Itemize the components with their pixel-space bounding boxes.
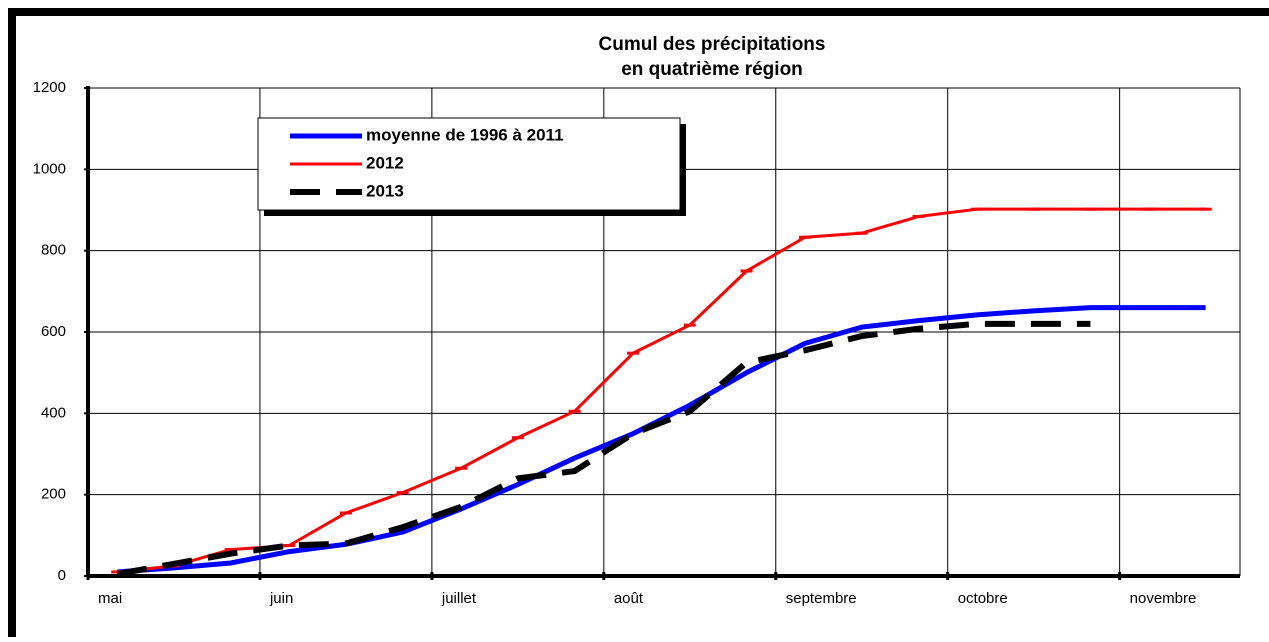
- y-tick-label: 200: [41, 486, 66, 503]
- x-tick-label: juillet: [441, 590, 477, 607]
- x-tick-label: août: [614, 590, 644, 607]
- x-tick-label: septembre: [786, 590, 857, 607]
- y-tick-label: 600: [41, 323, 66, 340]
- legend-label: 2012: [366, 153, 404, 172]
- y-tick-label: 1200: [33, 79, 66, 96]
- y-tick-label: 1000: [33, 160, 66, 177]
- chart-subtitle: en quatrième région: [621, 59, 803, 80]
- frame-left: [8, 8, 16, 637]
- y-tick-label: 0: [58, 567, 66, 584]
- legend-label: 2013: [366, 181, 404, 200]
- x-tick-label: octobre: [958, 590, 1008, 607]
- y-tick-label: 400: [41, 404, 66, 421]
- series-line: [117, 305, 1206, 575]
- frame-top: [8, 8, 1269, 16]
- x-tick-label: juin: [269, 590, 293, 607]
- x-tick-label: mai: [98, 590, 122, 607]
- y-tick-label: 800: [41, 242, 66, 259]
- chart-title: Cumul des précipitations: [599, 34, 826, 55]
- series-line: [117, 207, 1206, 574]
- legend-label: moyenne de 1996 à 2011: [366, 125, 564, 144]
- series-line: [116, 320, 1091, 577]
- x-tick-label: novembre: [1130, 590, 1197, 607]
